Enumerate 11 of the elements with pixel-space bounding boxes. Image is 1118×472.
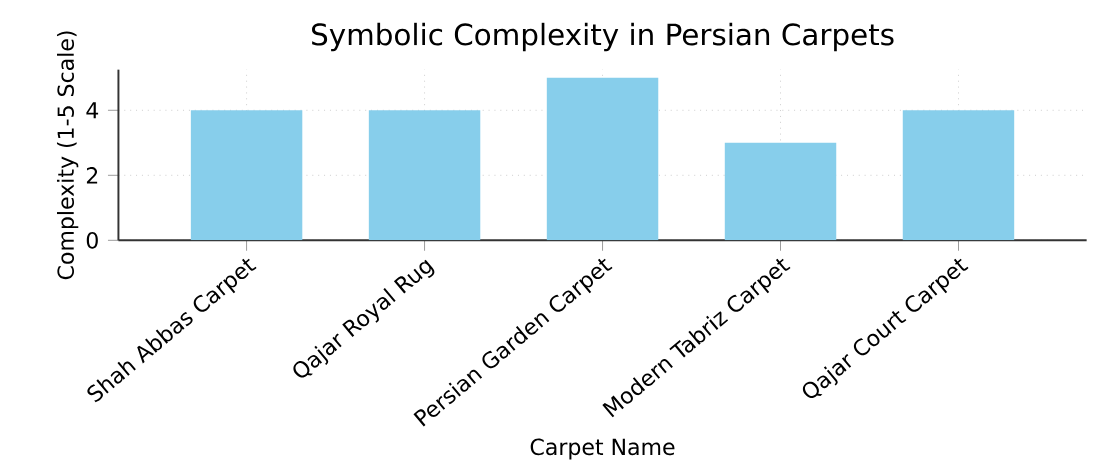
bar <box>902 110 1015 241</box>
x-axis-title: Carpet Name <box>530 438 675 460</box>
bar <box>546 77 659 241</box>
y-tick-label: 4 <box>86 102 99 119</box>
y-tick-label: 0 <box>86 231 98 249</box>
chart-title: Symbolic Complexity in Persian Carpets <box>312 22 894 52</box>
bar <box>368 110 481 241</box>
y-axis-title: Complexity (1-5 Scale) <box>56 31 79 280</box>
bar <box>190 110 303 241</box>
y-tick-label: 2 <box>86 167 98 184</box>
bar <box>724 142 837 241</box>
